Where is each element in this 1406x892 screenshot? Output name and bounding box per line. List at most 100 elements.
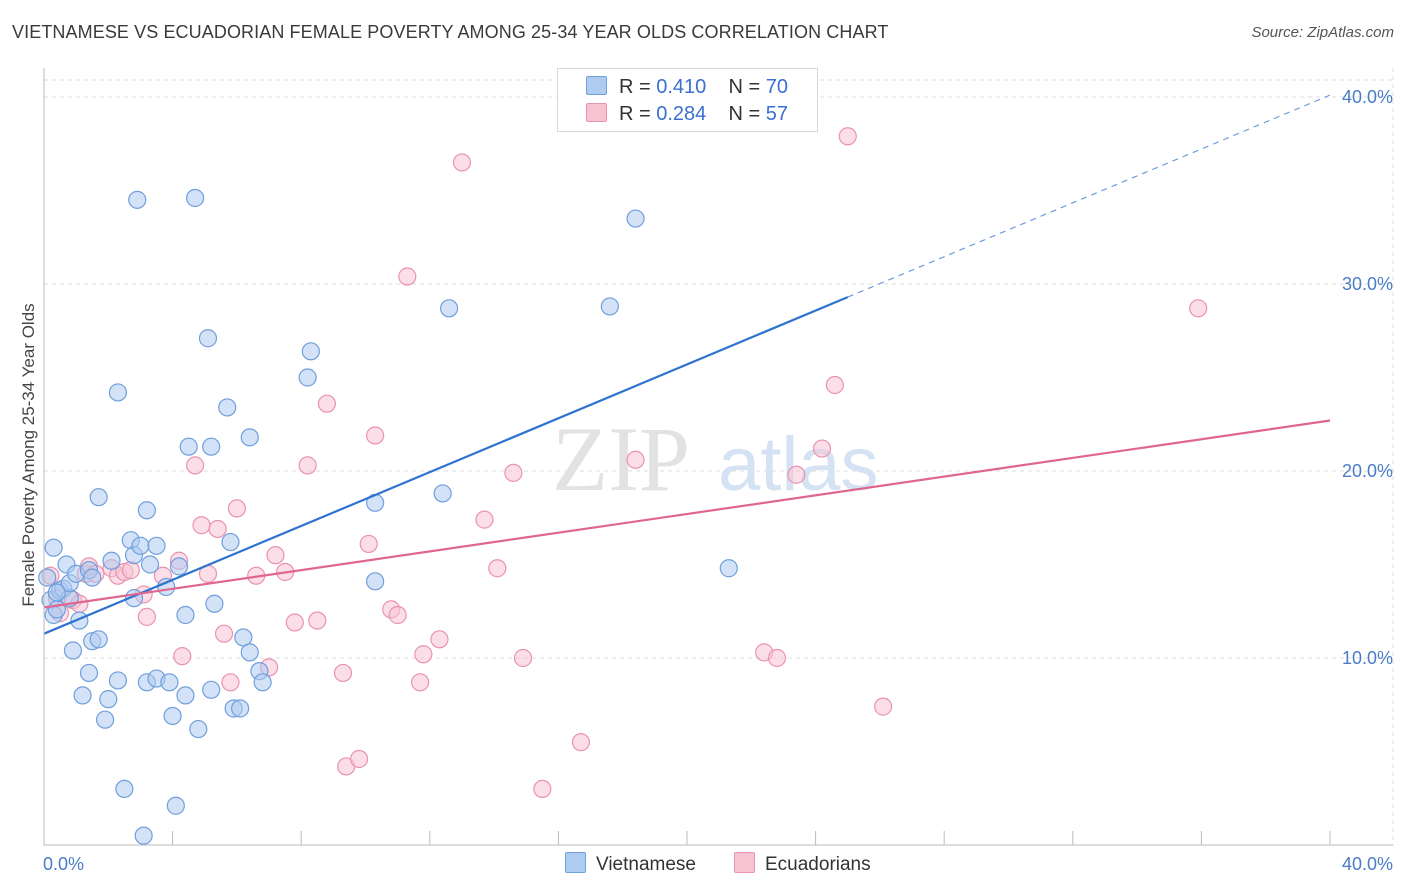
vietnamese-point [108,383,128,402]
vietnamese-point [163,706,182,726]
ecuadorian-point [571,733,591,752]
ecuadorian-point [317,394,337,413]
vietnamese-point [301,342,320,361]
legend-row-ecuadorian: R = 0.284 N = 57 [586,103,788,127]
ecuadorian-point [513,648,533,668]
vietnamese-point [176,686,195,705]
legend-n-label: N = [728,103,761,125]
vietnamese-point [231,699,250,718]
watermark-zip: ZIP [552,408,690,510]
vietnamese-point [79,663,99,683]
legend-row-vietnamese: R = 0.410 N = 70 [586,76,788,100]
vietnamese-point [179,437,198,456]
vietnamese-point [147,536,166,555]
vietnamese-point [439,299,459,318]
ecuadorian-point [359,534,378,554]
ecuadorian-legend-label: Ecuadorians [765,854,871,875]
vietnamese-point [44,538,63,557]
watermark-atlas: atlas [718,422,879,507]
ecuadorian-point [186,456,205,475]
ecuadorian-point [285,613,304,632]
vietnamese-point [99,690,118,709]
ecuadorian-trend-line [43,419,1331,609]
vietnamese-point [131,536,150,555]
vietnamese-point [253,673,272,692]
vietnamese-point [600,297,619,316]
vietnamese-point [89,488,108,507]
ecuadorian-point [137,607,156,626]
vietnamese-point [166,796,185,815]
ecuadorian-point [787,465,806,484]
vietnamese-point [626,209,645,228]
correlation-legend: R = 0.410 N = 70 R = 0.284 N = 57 [557,68,818,132]
vietnamese-trend-line [43,296,849,635]
y-tick-label: 20.0% [1342,461,1393,481]
ecuadorian-point [208,519,227,539]
vietnamese-point [198,329,218,348]
vietnamese-point [298,368,317,387]
ecuadorian-point [430,630,449,649]
ecuadorian-point [227,499,246,518]
vietnamese-point [205,594,224,613]
legend-r-label: R = [619,103,651,125]
ecuadorian-point [266,546,285,565]
y-tick-label: 10.0% [1342,648,1393,668]
ecuadorian-point [388,605,407,625]
vietnamese-point [63,641,83,660]
vietnamese-point [240,643,259,662]
vietnamese-point [160,673,179,692]
legend-n-value: 57 [765,103,789,125]
ecuadorian-point [504,463,523,482]
legend-r-value: 0.284 [656,103,707,125]
ecuadorian-point [874,697,893,716]
vietnamese-point [38,568,57,587]
ecuadorian-point [366,426,385,445]
vietnamese-point [433,484,452,503]
y-tick-labels: 10.0% 20.0% 30.0% 40.0% [1342,87,1393,668]
vietnamese-point [73,686,92,705]
ecuadorian-point [121,561,140,580]
trend-lines [43,94,1331,635]
vietnamese-point [102,551,121,570]
ecuadorian-point [192,516,211,535]
chart-title: VIETNAMESE VS ECUADORIAN FEMALE POVERTY … [12,22,889,42]
vietnamese-point [221,532,240,552]
vietnamese-point [137,501,156,520]
ecuadorian-point [626,450,645,469]
bottom-legend-vietnamese: Vietnamese [565,852,696,876]
source-credit: Source: ZipAtlas.com [1251,24,1394,41]
ecuadorian-point [349,749,369,769]
vietnamese-point [202,680,221,699]
vietnamese-point [140,555,160,574]
vietnamese-point [89,630,108,649]
ecuadorian-point [214,624,234,643]
ecuadorian-point [221,673,240,692]
vietnamese-point [47,583,66,602]
ecuadorian-point [298,456,317,475]
ecuadorian-point [411,673,430,692]
legend-n-label: N = [728,76,761,98]
legend-n-value: 70 [765,76,789,98]
ecuadorian-point [767,648,787,668]
vietnamese-point [134,826,153,845]
ecuadorian-point [173,647,192,666]
vietnamese-swatch [586,76,607,95]
vietnamese-point [83,568,102,587]
ecuadorian-point [533,779,552,799]
ecuadorian-point [308,611,327,630]
ecuadorian-point [398,267,417,286]
ecuadorian-swatch [586,103,607,122]
vietnamese-point [169,557,189,576]
ecuadorian-point [488,559,507,578]
ecuadorian-point [838,127,857,146]
y-tick-label: 40.0% [1342,87,1393,107]
vietnamese-point [108,671,128,690]
vietnamese-points [38,188,738,845]
ecuadorian-point [1189,299,1208,318]
vietnamese-point [176,605,195,625]
bottom-legend-ecuadorian: Ecuadorians [734,852,871,876]
y-axis-label: Female Poverty Among 25-34 Year Olds [19,303,38,606]
vietnamese-point [719,559,738,578]
vietnamese-point [234,628,253,647]
ecuadorian-point [414,645,433,664]
